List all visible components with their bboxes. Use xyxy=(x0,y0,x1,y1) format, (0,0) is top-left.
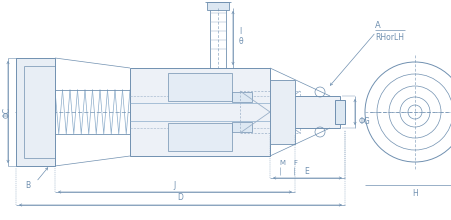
Bar xyxy=(130,68,270,156)
Text: F: F xyxy=(293,160,297,166)
Bar xyxy=(335,100,345,124)
Bar xyxy=(168,123,232,151)
Bar xyxy=(270,80,295,144)
Bar xyxy=(207,2,229,10)
Bar xyxy=(240,91,300,133)
Text: J: J xyxy=(174,180,176,189)
Text: D: D xyxy=(177,194,183,202)
Text: E: E xyxy=(304,167,309,176)
Text: A: A xyxy=(375,20,381,29)
Bar xyxy=(232,122,252,132)
Text: B: B xyxy=(25,180,31,189)
Bar xyxy=(168,73,232,101)
Bar xyxy=(16,58,55,166)
Text: ΦG: ΦG xyxy=(359,117,371,126)
Bar xyxy=(270,96,340,128)
Text: I: I xyxy=(239,28,241,37)
Text: RHorLH: RHorLH xyxy=(375,33,404,42)
Text: H: H xyxy=(412,189,418,198)
Text: θ: θ xyxy=(239,37,244,46)
Text: ΦC: ΦC xyxy=(3,106,11,117)
Text: M: M xyxy=(279,160,285,166)
Bar xyxy=(232,92,252,102)
